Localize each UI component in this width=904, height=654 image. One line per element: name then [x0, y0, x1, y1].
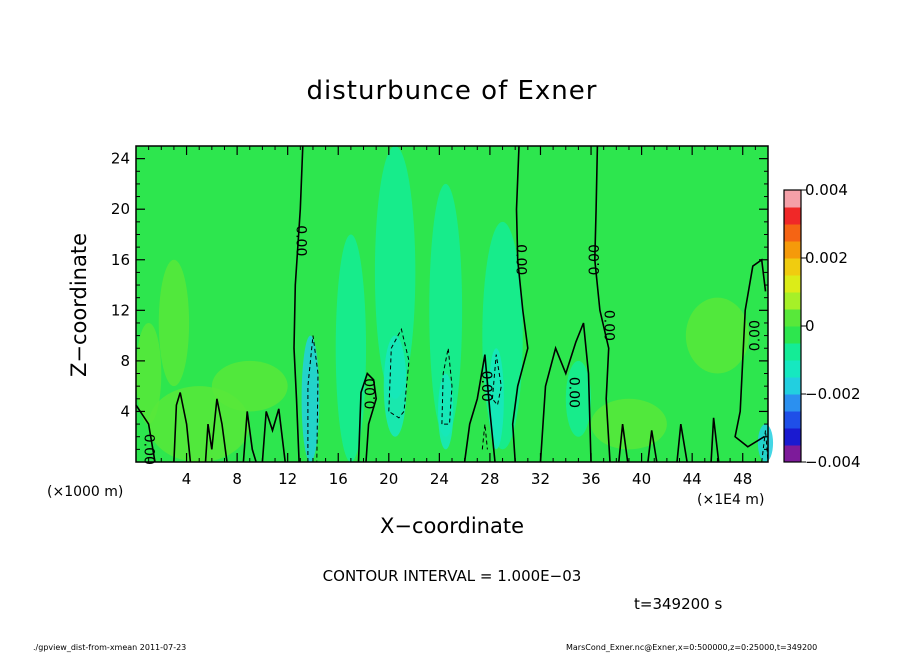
- footer-left: ./gpview_dist-from-xmean 2011-07-23: [33, 643, 187, 652]
- field-patch-5: [591, 398, 667, 450]
- colorbar-label-0: 0.004: [805, 181, 848, 199]
- field-patch-3: [136, 322, 162, 425]
- y-axis-label: Z−coordinate: [67, 233, 91, 377]
- x-tick-label-11: 48: [733, 470, 752, 488]
- colorbar-label-3: −0.002: [805, 385, 861, 403]
- x-tick-label-4: 20: [379, 470, 398, 488]
- colorbar-band-3: [784, 394, 801, 412]
- contour-zero-13: [647, 430, 658, 463]
- contour-zero-15: [710, 417, 720, 463]
- colorbar-band-4: [784, 377, 801, 395]
- y-tick-label-5: 24: [111, 150, 130, 168]
- contour-interval-text: CONTOUR INTERVAL = 1.000E−03: [322, 567, 582, 585]
- x-tick-label-0: 4: [182, 470, 192, 488]
- field-patch-2: [211, 360, 288, 412]
- field-patch-13: [488, 348, 504, 450]
- colorbar-band-9: [784, 292, 801, 310]
- x-tick-label-10: 44: [683, 470, 702, 488]
- colorbar-band-1: [784, 428, 801, 446]
- field-patch-4: [685, 297, 750, 374]
- contour-label-2: 0.00: [587, 244, 603, 275]
- field-patch-8: [335, 234, 367, 462]
- x-tick-label-8: 36: [581, 470, 600, 488]
- field-patch-12: [438, 373, 454, 450]
- y-tick-label-3: 16: [111, 251, 130, 269]
- contour-negative-0: [307, 335, 319, 463]
- contour-zero-5: [173, 392, 192, 463]
- contour-zero-7: [242, 411, 257, 463]
- colorbar: 0.004 0.002 0 −0.002 −0.004: [783, 181, 861, 471]
- field-patch-6: [374, 146, 416, 399]
- contour-zero-2: [593, 145, 611, 463]
- contour-negative-5: [761, 430, 769, 463]
- contour-label-1: 0.00: [512, 244, 528, 275]
- contour-zero-0: [293, 145, 304, 463]
- x-tick-label-3: 16: [329, 470, 348, 488]
- contour-label-5: 0.00: [363, 378, 379, 409]
- x-tick-label-2: 12: [278, 470, 297, 488]
- colorbar-label-2: 0: [805, 317, 815, 335]
- contour-lines: [135, 145, 769, 463]
- colorbar-band-10: [784, 275, 801, 293]
- colorbar-band-8: [784, 309, 801, 327]
- colorbar-band-11: [784, 258, 801, 276]
- field-patch-10: [301, 335, 320, 462]
- time-stamp: t=349200 s: [634, 595, 723, 613]
- heatmap-field: [136, 146, 774, 462]
- x-multiplier-label: (×1E4 m): [697, 492, 765, 508]
- y-axis-ticks: 4 8 12 16 20 24: [111, 150, 768, 450]
- x-tick-label-1: 8: [232, 470, 242, 488]
- contour-negative-1: [388, 327, 410, 419]
- contour-negative-4: [481, 424, 488, 450]
- colorbar-band-2: [784, 411, 801, 429]
- contour-label-4: 0.00: [747, 320, 763, 351]
- chart-title: disturbunce of Exner: [306, 76, 598, 106]
- contour-label-0: 0.00: [292, 225, 308, 256]
- footer-right: MarsCond_Exner.nc@Exner,x=0:500000,z=0:2…: [566, 643, 818, 652]
- x-axis-label: X−coordinate: [380, 514, 524, 538]
- y-tick-label-1: 8: [120, 352, 130, 370]
- contour-label-6: 0.00: [478, 371, 494, 402]
- x-tick-label-5: 24: [430, 470, 449, 488]
- field-patch-0: [158, 259, 190, 387]
- colorbar-band-7: [784, 326, 801, 344]
- colorbar-band-13: [784, 224, 801, 242]
- field-patch-11: [383, 335, 407, 437]
- y-tick-label-4: 20: [111, 200, 130, 218]
- contour-label-8: 0.00: [141, 434, 157, 465]
- contour-zero-3: [734, 258, 767, 448]
- contour-label-7: 0.00: [565, 377, 581, 408]
- contour-zero-14: [676, 423, 688, 463]
- x-tick-label-9: 40: [632, 470, 651, 488]
- contour-zero-12: [618, 423, 629, 463]
- contour-zero-10: [463, 354, 496, 463]
- x-tick-label-6: 28: [480, 470, 499, 488]
- contour-negative-3: [491, 354, 502, 407]
- colorbar-label-4: −0.004: [805, 453, 861, 471]
- colorbar-band-0: [784, 445, 801, 463]
- x-tick-label-7: 32: [531, 470, 550, 488]
- contour-labels: 0.00 0.00 0.00 0.00 0.00 0.00 0.00 0.00 0.00: [141, 225, 764, 465]
- colorbar-band-15: [784, 190, 801, 208]
- field-patch-15: [757, 424, 774, 462]
- contour-zero-1: [511, 145, 529, 463]
- field-patch-14: [565, 360, 592, 437]
- contour-zero-8: [261, 408, 286, 463]
- y-tick-label-2: 12: [111, 301, 130, 319]
- colorbar-band-5: [784, 360, 801, 378]
- x-unit-label: (×1000 m): [47, 484, 124, 500]
- colorbar-band-12: [784, 241, 801, 259]
- contour-zero-11: [539, 322, 592, 463]
- contour-label-3: 0.00: [601, 310, 617, 341]
- contour-zero-6: [204, 398, 228, 463]
- contour-negative-2: [441, 348, 453, 425]
- contour-zero-9: [357, 372, 378, 463]
- colorbar-band-14: [784, 207, 801, 225]
- colorbar-band-6: [784, 343, 801, 361]
- colorbar-label-1: 0.002: [805, 249, 848, 267]
- field-patch-7: [429, 183, 463, 437]
- y-tick-label-0: 4: [120, 402, 130, 420]
- x-axis-ticks: 4 8 12 16 20 24 28 32 36 40 44 48: [148, 146, 756, 488]
